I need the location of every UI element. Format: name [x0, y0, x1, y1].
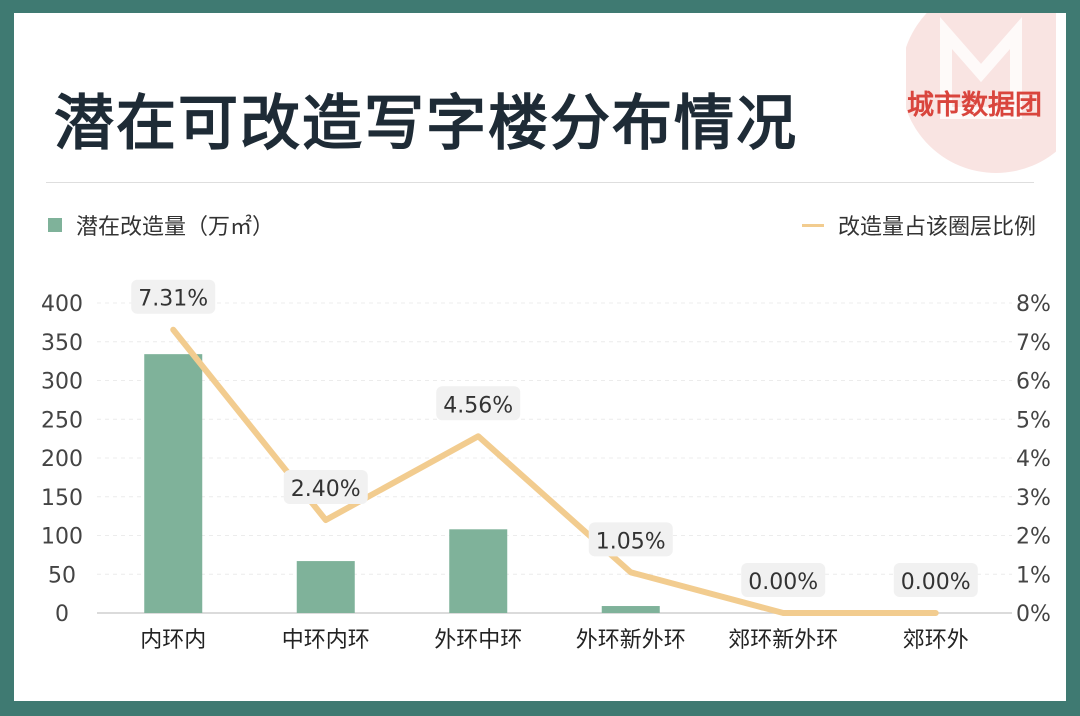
y-left-tick-label: 350 [41, 331, 83, 356]
data-label-bg [131, 279, 216, 314]
data-label-bg [893, 563, 978, 597]
y-left-tick-label: 400 [41, 292, 83, 317]
x-category-label: 外环中环 [434, 628, 522, 653]
y-left-tick-label: 200 [41, 447, 83, 472]
line-swatch-icon [801, 223, 824, 227]
x-category-label: 内环内 [140, 628, 206, 653]
x-category-label: 外环新外环 [576, 628, 686, 653]
data-label: 0.00% [901, 570, 971, 595]
y-left-tick-label: 0 [55, 602, 69, 627]
legend-line: 改造量占该圈层比例 [801, 209, 1036, 241]
y-right-tick-label: 1% [1016, 563, 1051, 588]
data-label: 4.56% [443, 393, 513, 418]
bar [601, 606, 660, 613]
data-label: 1.05% [596, 529, 666, 554]
y-right-tick-label: 0% [1016, 602, 1051, 627]
bar [144, 354, 203, 613]
y-left-tick-label: 50 [48, 563, 76, 588]
bar-swatch-icon [48, 218, 62, 232]
chart-card: 城市数据团 潜在可改造写字楼分布情况 潜在改造量（万㎡） 改造量占该圈层比例 0… [14, 13, 1066, 701]
legend-bar: 潜在改造量（万㎡） [48, 209, 274, 241]
data-label: 7.31% [138, 287, 208, 312]
data-label: 0.00% [748, 570, 818, 595]
x-category-label: 中环内环 [282, 628, 370, 653]
data-label-bg [741, 563, 826, 597]
divider [46, 182, 1034, 183]
x-category-label: 郊环新外环 [728, 628, 838, 653]
y-right-tick-label: 3% [1016, 486, 1051, 511]
x-category-label: 郊环外 [903, 628, 969, 653]
data-label-bg [436, 386, 521, 421]
legend-bar-label: 潜在改造量（万㎡） [76, 215, 275, 240]
data-label: 2.40% [291, 477, 361, 502]
page-title: 潜在可改造写字楼分布情况 [54, 89, 798, 159]
y-right-tick-label: 8% [1016, 292, 1051, 317]
brand-logo-icon [906, 13, 1056, 173]
bar [449, 529, 508, 613]
combo-chart: 0 50 100 150 200 250 300 350 400 0% 1% 2% 3% 4% 5% 6% 7%… [41, 279, 1051, 653]
data-label-bg [283, 470, 368, 504]
y-right-tick-label: 5% [1016, 408, 1051, 433]
y-left-tick-label: 150 [41, 486, 83, 511]
y-right-tick-label: 7% [1016, 331, 1051, 356]
y-left-tick-label: 300 [41, 370, 83, 395]
legend-line-label: 改造量占该圈层比例 [837, 215, 1036, 240]
y-left-tick-label: 250 [41, 408, 83, 433]
y-right-tick-label: 2% [1016, 525, 1051, 550]
bar [296, 561, 355, 613]
y-right-tick-label: 6% [1016, 370, 1051, 395]
y-right-tick-label: 4% [1016, 447, 1051, 472]
data-label-bg [588, 522, 673, 557]
brand-name: 城市数据团 [907, 90, 1042, 121]
y-left-tick-label: 100 [41, 525, 83, 550]
